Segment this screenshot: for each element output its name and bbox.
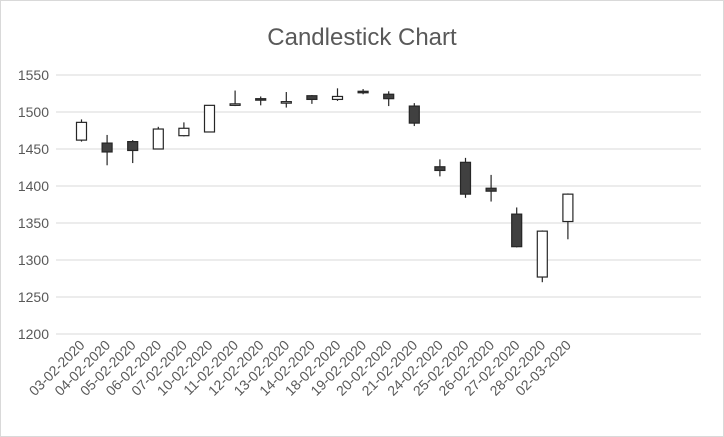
candle-body-up [280, 101, 292, 104]
y-tick-label: 1400 [18, 178, 49, 194]
candle [511, 207, 523, 248]
candle [306, 94, 318, 104]
candles [75, 88, 574, 283]
candle [485, 174, 497, 202]
candle-body-down [255, 98, 267, 101]
candle-body-down [485, 187, 497, 192]
candle [357, 89, 369, 95]
candle [101, 134, 113, 166]
candle-body-down [408, 105, 420, 124]
candle [152, 126, 164, 150]
candle-body-up [536, 230, 548, 278]
candle [229, 90, 241, 107]
candle-body-down [101, 142, 113, 153]
candle-body-up [203, 104, 216, 133]
candle-body-up [331, 95, 344, 101]
candle [203, 104, 216, 133]
candle-body-up [152, 128, 164, 150]
candle-body-down [357, 90, 369, 94]
candle-body-down [383, 93, 395, 100]
y-tick-label: 1550 [18, 67, 49, 83]
candle-body-up [75, 121, 88, 141]
candle-body-up [229, 103, 241, 106]
candle [331, 88, 344, 101]
candle-body-up [562, 193, 574, 223]
y-tick-label: 1350 [18, 215, 49, 231]
y-tick-label: 1500 [18, 104, 49, 120]
x-axis: 03-02-202004-02-202005-02-202006-02-2020… [26, 337, 575, 399]
candle [255, 96, 267, 106]
y-tick-label: 1450 [18, 141, 49, 157]
chart-title: Candlestick Chart [267, 24, 457, 51]
y-tick-label: 1200 [18, 326, 49, 342]
candle [434, 159, 446, 177]
candle [178, 122, 190, 137]
candle [408, 103, 420, 127]
candle-body-up [178, 127, 190, 137]
candle [383, 91, 395, 107]
candle [127, 140, 139, 164]
candle [562, 193, 574, 240]
candle-body-down [511, 213, 523, 248]
y-tick-label: 1250 [18, 289, 49, 305]
candle [280, 92, 292, 108]
candle-body-down [127, 141, 139, 152]
candle-body-down [434, 166, 446, 172]
candle-body-down [459, 161, 472, 195]
candle [459, 157, 472, 198]
gridlines [56, 74, 701, 335]
y-tick-label: 1300 [18, 252, 49, 268]
candle-body-down [306, 95, 318, 101]
y-axis: 1200 1250 1300 1350 1400 1450 1500 1550 [18, 67, 49, 342]
candle [75, 119, 88, 142]
candle [536, 230, 548, 283]
